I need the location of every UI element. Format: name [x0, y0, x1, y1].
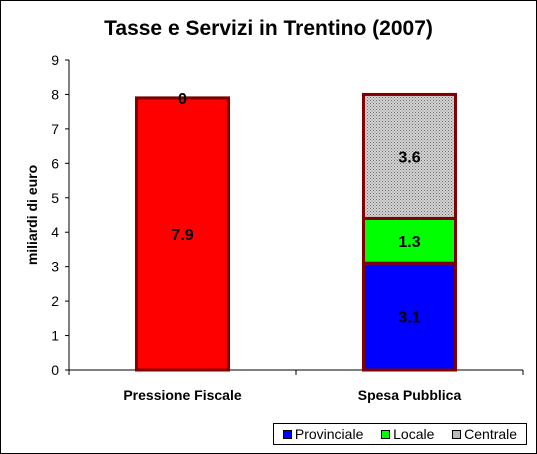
chart-title: Tasse e Servizi in Trentino (2007) — [104, 17, 433, 40]
x-tick-label: Spesa Pubblica — [358, 387, 462, 403]
x-tick-label: Pressione Fiscale — [123, 387, 242, 403]
y-axis-label: miliardi di euro — [24, 165, 40, 265]
data-labels: 7.9 0 3.1 1.3 3.6 — [171, 91, 420, 327]
legend-label: Locale — [393, 426, 435, 442]
y-tick-label: 3 — [51, 259, 59, 275]
y-tick-label: 6 — [51, 155, 59, 171]
legend: Provinciale Locale Centrale — [273, 423, 527, 445]
data-label: 3.1 — [398, 310, 420, 327]
legend-swatch — [381, 429, 391, 439]
bar-segment-locale — [362, 216, 457, 265]
y-tick-label: 8 — [51, 86, 59, 102]
bar-segment-centrale — [362, 92, 457, 220]
bar-segment-provinciale — [362, 261, 457, 372]
data-label: 1.3 — [398, 234, 420, 251]
data-label: 3.6 — [398, 149, 420, 166]
data-label: 0 — [178, 91, 187, 108]
legend-swatch — [282, 429, 292, 439]
legend-label: Centrale — [464, 426, 518, 442]
legend-item-centrale: Centrale — [452, 426, 517, 442]
legend-label: Provinciale — [294, 426, 364, 442]
legend-item-locale: Locale — [381, 426, 434, 442]
y-tick-label: 0 — [51, 362, 59, 378]
bar-segment-provinciale — [135, 96, 230, 372]
y-tick-label: 1 — [51, 328, 59, 344]
data-label: 7.9 — [171, 227, 193, 244]
y-tick-label: 2 — [51, 293, 59, 309]
y-tick-label: 4 — [51, 224, 59, 240]
y-tick-label: 7 — [51, 121, 59, 137]
axes: 0 1 2 3 4 5 6 7 8 9 Pressione Fiscale Spesa Pubblic… — [24, 52, 524, 403]
y-tick-label: 9 — [51, 52, 59, 68]
bars — [135, 92, 457, 372]
legend-swatch — [452, 429, 462, 439]
legend-item-provinciale: Provinciale — [282, 426, 364, 442]
y-tick-label: 5 — [51, 190, 59, 206]
